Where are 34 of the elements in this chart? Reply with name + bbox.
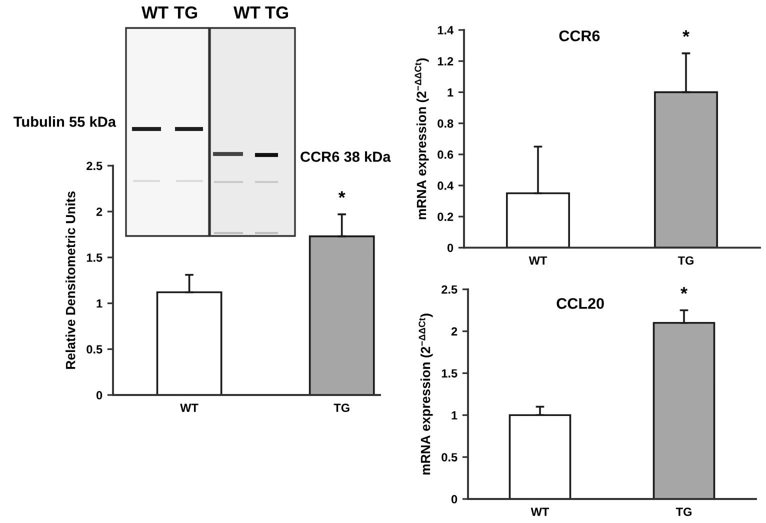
y-axis-title: Relative Densitometric Units <box>66 191 76 369</box>
y-axis-title: mRNA expression (2$^{−ΔΔCt}$) <box>418 314 433 474</box>
y-axis-title: mRNA expression (2$^{−ΔΔCt}$) <box>414 58 429 220</box>
text: WT <box>234 6 260 18</box>
annotation: * <box>338 191 346 198</box>
y-tick-label: 0.5 <box>86 345 102 354</box>
chart-title: CCR6 <box>559 30 600 42</box>
text: WT <box>142 6 168 18</box>
y-tick-label: 0.2 <box>438 212 454 221</box>
y-tick-label: 0.8 <box>438 119 454 128</box>
y-tick-label: 1 <box>452 411 458 420</box>
y-tick-label: 1.5 <box>442 369 458 378</box>
y-tick-label: 0.5 <box>442 453 458 462</box>
text: TG <box>265 6 288 19</box>
y-tick-label: 2 <box>451 327 458 336</box>
chart-title: CCL20 <box>556 298 604 309</box>
y-tick-label: 2.5 <box>86 162 102 170</box>
text: TG <box>174 6 197 19</box>
y-tick-label: 1 <box>448 88 454 96</box>
y-tick-label: 0 <box>96 391 102 400</box>
annotation: * <box>682 30 690 37</box>
text: CCR6 38 kDa <box>300 151 391 162</box>
y-tick-label: 0.4 <box>438 182 454 190</box>
y-tick-label: 0.6 <box>438 150 454 159</box>
y-tick-label: 1.4 <box>438 26 454 34</box>
y-tick-label: 1 <box>96 299 102 308</box>
y-tick-label: 0 <box>451 495 458 504</box>
text: Tubulin 55 kDa <box>14 116 116 127</box>
annotation: * <box>680 287 688 294</box>
y-tick-label: 2 <box>96 208 102 216</box>
y-tick-label: 1.2 <box>438 57 454 66</box>
y-tick-label: 0 <box>447 244 454 252</box>
y-tick-label: 1.5 <box>86 254 102 262</box>
y-tick-label: 2.5 <box>442 285 458 294</box>
